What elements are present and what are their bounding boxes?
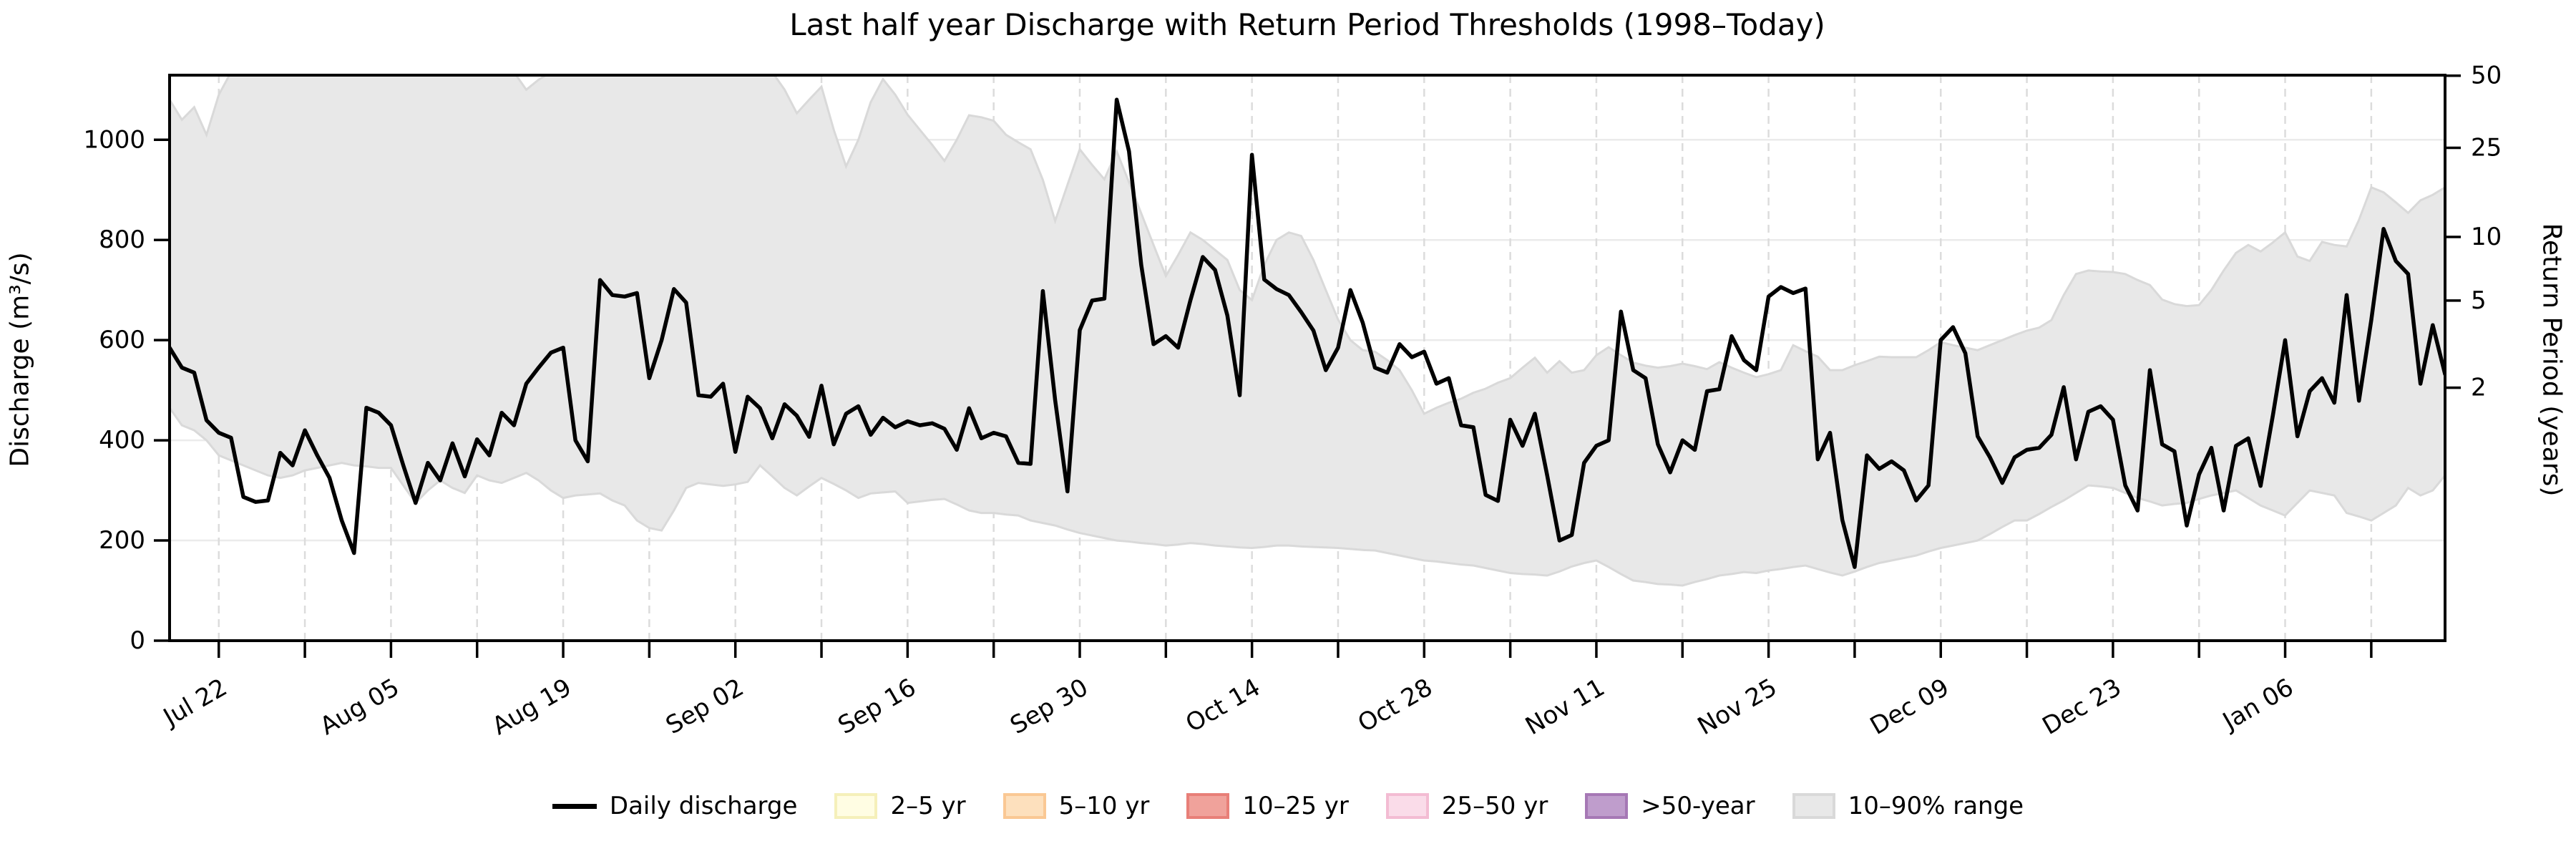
x-tick-label: Sep 30 bbox=[1005, 673, 1093, 740]
x-tick-label: Oct 14 bbox=[1181, 673, 1265, 738]
x-tick-label: Sep 02 bbox=[661, 673, 748, 740]
return-period-tick-label: 5 bbox=[2471, 286, 2487, 315]
x-tick-label: Nov 11 bbox=[1521, 673, 1609, 741]
y-tick-label: 0 bbox=[130, 626, 145, 655]
return-period-tick-label: 25 bbox=[2471, 133, 2502, 162]
x-tick-label: Dec 09 bbox=[1865, 673, 1954, 741]
y-tick-label: 400 bbox=[99, 426, 145, 455]
x-tick-label: Jul 22 bbox=[157, 673, 232, 732]
legend-item-4: 25–50 yr bbox=[1385, 792, 1548, 820]
return-period-tick-label: 2 bbox=[2471, 374, 2487, 402]
daily-discharge-line bbox=[170, 97, 2445, 569]
chart-title: Last half year Discharge with Return Per… bbox=[789, 7, 1825, 42]
legend-label: 5–10 yr bbox=[1058, 792, 1150, 820]
x-tick-label: Sep 16 bbox=[834, 673, 921, 740]
legend-label: 25–50 yr bbox=[1441, 792, 1548, 820]
return-period-tick-label: 10 bbox=[2471, 223, 2502, 251]
legend-label: Daily discharge bbox=[609, 792, 798, 820]
legend-item-5: >50-year bbox=[1585, 792, 1755, 820]
y-axis-label-return-period: Return Period (years) bbox=[2537, 223, 2567, 497]
legend-patch-swatch bbox=[1385, 793, 1429, 819]
x-tick-label: Nov 25 bbox=[1693, 673, 1782, 741]
y-tick-label: 800 bbox=[99, 225, 145, 254]
x-tick-label: Oct 28 bbox=[1353, 673, 1438, 738]
legend-item-2: 5–10 yr bbox=[1002, 792, 1150, 820]
percentile-band-10-90 bbox=[170, 75, 2445, 587]
legend-patch-swatch bbox=[834, 793, 878, 819]
legend-label: 10–25 yr bbox=[1242, 792, 1349, 820]
legend-item-0: Daily discharge bbox=[552, 792, 798, 820]
legend-label: 2–5 yr bbox=[890, 792, 966, 820]
x-tick-label: Jan 06 bbox=[2217, 673, 2298, 737]
y-tick-label: 1000 bbox=[83, 125, 145, 154]
legend-patch-swatch bbox=[1792, 793, 1835, 819]
y-tick-label: 600 bbox=[99, 326, 145, 354]
y-tick-label: 200 bbox=[99, 526, 145, 555]
legend-patch-swatch bbox=[1585, 793, 1629, 819]
x-tick-label: Aug 19 bbox=[487, 673, 576, 741]
axes-spines bbox=[168, 74, 2446, 642]
return-period-tick-label: 50 bbox=[2471, 62, 2502, 90]
legend-label: 10–90% range bbox=[1848, 792, 2024, 820]
legend-item-1: 2–5 yr bbox=[834, 792, 966, 820]
legend-line-swatch bbox=[552, 803, 597, 809]
legend-label: >50-year bbox=[1641, 792, 1755, 820]
x-tick-label: Aug 05 bbox=[316, 673, 404, 741]
legend-patch-swatch bbox=[1186, 793, 1230, 819]
legend-patch-swatch bbox=[1002, 793, 1046, 819]
y-axis-label-discharge: Discharge (m³/s) bbox=[5, 252, 35, 467]
legend-item-3: 10–25 yr bbox=[1186, 792, 1349, 820]
chart-legend: Daily discharge 2–5 yr 5–10 yr 10–25 yr 25–5… bbox=[0, 792, 2576, 820]
x-tick-label: Dec 23 bbox=[2038, 673, 2127, 741]
legend-item-6: 10–90% range bbox=[1792, 792, 2024, 820]
